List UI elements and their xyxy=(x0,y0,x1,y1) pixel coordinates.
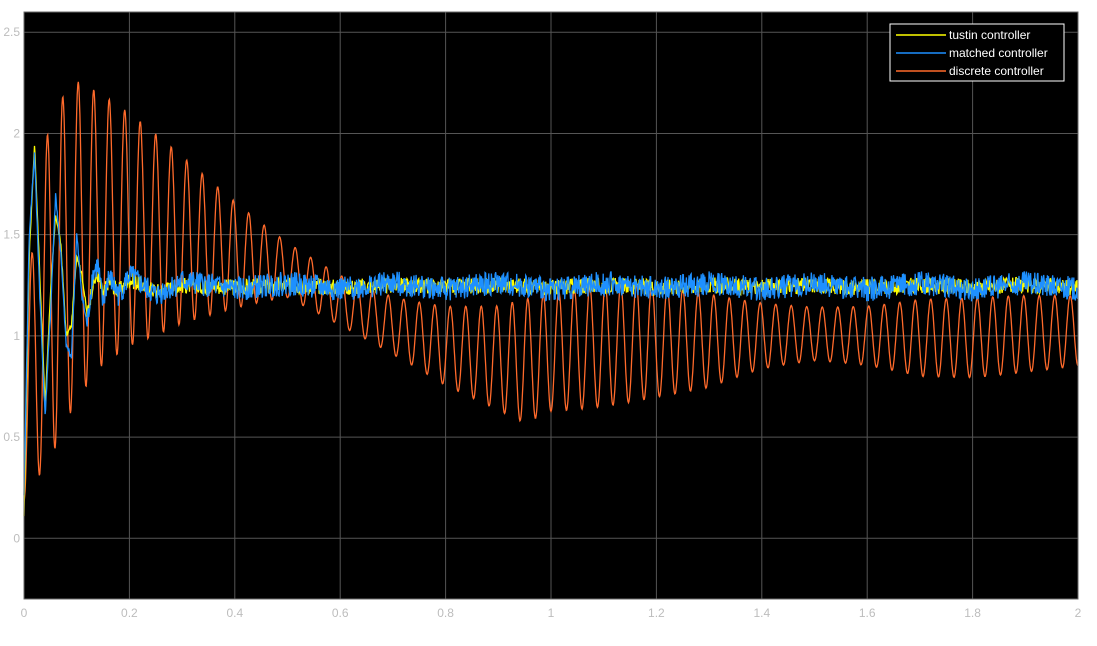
series-line-matched-controller xyxy=(23,152,1079,496)
legend-label-discrete: discrete controller xyxy=(949,64,1044,78)
x-tick-label: 0.2 xyxy=(121,606,138,620)
x-tick-label: 0.6 xyxy=(332,606,349,620)
legend: tustin controller matched controller dis… xyxy=(889,23,1065,82)
axis-frame xyxy=(23,11,1079,600)
y-tick-label: 0.5 xyxy=(3,430,20,444)
y-tick-label: 2 xyxy=(13,126,20,140)
x-tick-label: 1.2 xyxy=(648,606,665,620)
y-axis-ticks: 0 0.5 1 1.5 2 2.5 xyxy=(3,25,20,545)
x-tick-label: 1.6 xyxy=(859,606,876,620)
x-tick-label: 0.8 xyxy=(437,606,454,620)
x-tick-label: 1 xyxy=(548,606,555,620)
legend-label-tustin: tustin controller xyxy=(949,28,1030,42)
x-axis-ticks: 0 0.2 0.4 0.6 0.8 1 1.2 1.4 1.6 1.8 2 xyxy=(21,606,1082,620)
x-tick-label: 2 xyxy=(1075,606,1082,620)
y-tick-label: 2.5 xyxy=(3,25,20,39)
series-line-discrete-controller xyxy=(23,81,1079,502)
y-tick-label: 0 xyxy=(13,531,20,545)
legend-label-matched: matched controller xyxy=(949,46,1048,60)
y-tick-label: 1.5 xyxy=(3,228,20,242)
x-tick-label: 0 xyxy=(21,606,28,620)
series-layer xyxy=(23,81,1079,517)
y-tick-label: 1 xyxy=(13,329,20,343)
x-tick-label: 0.4 xyxy=(226,606,243,620)
x-tick-label: 1.8 xyxy=(964,606,981,620)
x-tick-label: 1.4 xyxy=(753,606,770,620)
